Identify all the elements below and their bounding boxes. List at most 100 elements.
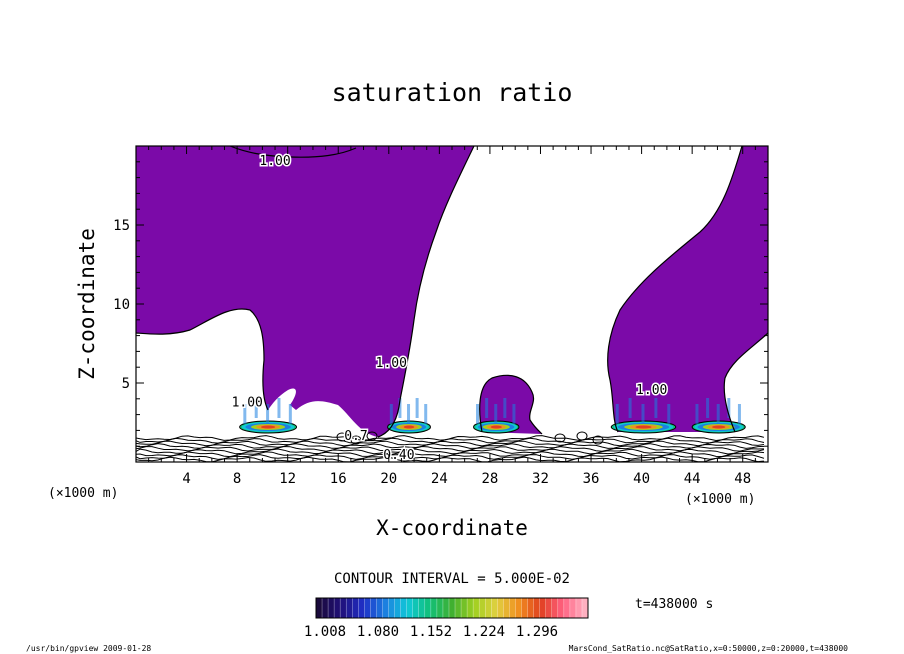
colorbar-swatch [485,598,492,618]
supersat-wisp [277,398,281,418]
y-axis: 5 10 15 [113,161,768,447]
contour-loop [576,431,588,441]
colorbar-swatch [467,598,474,618]
supersat-wisp [415,398,419,418]
colorbar-swatch [442,598,450,618]
supersat-wisp [266,404,270,424]
surface-contour-line [136,445,765,452]
contour-loop [592,435,604,445]
chart-title: saturation ratio [332,78,573,107]
x-tick-label: 24 [431,471,448,487]
supersat-wisp [503,398,507,418]
colorbar-swatch [521,598,528,618]
x-axis: 4 8 12 16 20 24 28 32 36 40 44 48 [148,146,756,487]
time-label: t=438000 s [635,597,713,612]
x-unit-label: (×1000 m) [48,486,118,501]
surface-contour-line [136,437,765,444]
colorbar-tick-label: 1.152 [410,624,452,640]
contour-loop [336,432,348,442]
colorbar-swatch [557,598,565,618]
boundary-contours [136,146,768,438]
colorbar-swatch [497,598,504,618]
supersat-patch [260,425,276,429]
colorbar-swatch [346,598,353,618]
contour-labels: 1.00 1.00 1.00 1.00 0.40 0.7 [230,152,669,464]
y-axis-label: Z-coordinate [75,228,99,380]
colorbar-swatch [479,598,486,618]
colorbar-swatch [473,598,480,618]
colorbar-swatch [352,598,359,618]
colorbar-swatch [563,598,571,618]
z-unit-label: (×1000 m) [685,492,755,507]
x-tick-label: 40 [633,471,650,487]
x-tick-label: 36 [583,471,600,487]
y-tick-label: 15 [113,218,130,234]
colorbar-swatch [394,598,402,618]
colorbar-swatch [418,598,426,618]
colorbar-swatch [334,598,341,618]
contour-loop [350,435,362,445]
colorbar-swatch [539,598,547,618]
x-tick-label: 48 [734,471,751,487]
contour-label: 1.00 [636,383,667,398]
colorbar-swatch [358,598,365,618]
plot-area [136,146,768,462]
colorbar-frame [315,597,589,619]
supersat-wisp [288,404,292,424]
supersat-wisp [512,404,516,424]
saturated-region-right [607,146,768,432]
colorbar-swatch [551,598,559,618]
supersat-wisp [494,404,498,424]
supersat-wisp [716,404,720,424]
colorbar-tick-label: 1.296 [516,624,558,640]
colorbar-swatch [436,598,444,618]
colorbar-swatch [406,598,414,618]
colorbar-swatch [364,598,371,618]
y-tick-label: 10 [113,297,130,313]
colorbar-tick-label: 1.008 [304,624,346,640]
x-tick-label: 12 [279,471,296,487]
x-tick-label: 44 [684,471,701,487]
colorbar-swatch [515,598,522,618]
contour-loop [554,433,566,443]
colorbar-swatch [340,598,347,618]
x-tick-label: 32 [532,471,549,487]
colorbar-swatch [370,598,377,618]
colorbar-swatch [412,598,420,618]
colorbar-swatch [322,598,329,618]
colorbar-swatch [569,598,577,618]
supersat-wisp [667,404,671,424]
contour-label: 0.40 [383,448,414,463]
x-tick-label: 4 [182,471,190,487]
saturated-region-left [136,146,474,437]
x-tick-label: 20 [380,471,397,487]
supersat-wisp [695,404,699,424]
surface-contour-line [136,440,765,447]
contour-label: 1.00 [232,396,263,411]
colorbar [315,597,589,619]
supersat-wisp [628,398,632,418]
supersat-patch [403,425,415,429]
surface-contour-line [136,456,765,462]
y-tick-label: 5 [122,376,130,392]
hot-patches [239,398,746,434]
footer-left: /usr/bin/gpview 2009-01-28 [26,644,151,653]
colorbar-swatch [382,598,389,618]
surface-contour-line [136,454,765,460]
surface-contours [136,431,765,462]
surface-contour-line [136,448,765,455]
colorbar-swatch [575,598,583,618]
colorbar-swatch [545,598,553,618]
colorbar-tick-label: 1.224 [463,624,505,640]
colorbar-swatch [430,598,438,618]
supersat-wisp [407,404,411,424]
supersat-patch [635,425,652,429]
supersat-wisp [641,404,645,424]
contour-label: 0.7 [344,429,367,444]
contour-loop [366,431,378,441]
supersat-wisp [727,398,731,418]
supersat-wisp [485,398,489,418]
supersat-wisp [615,404,619,424]
supersat-wisp [254,398,258,418]
